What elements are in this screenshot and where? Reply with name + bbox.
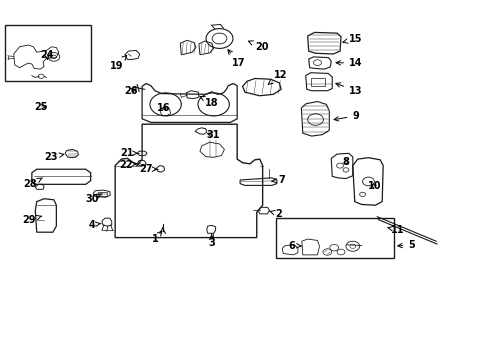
Text: 31: 31 bbox=[206, 130, 220, 140]
Bar bbox=[98, 192, 107, 196]
Text: 4: 4 bbox=[89, 220, 101, 230]
Text: 24: 24 bbox=[40, 50, 54, 60]
Text: 19: 19 bbox=[110, 55, 127, 71]
Text: 5: 5 bbox=[398, 240, 415, 250]
Text: 11: 11 bbox=[388, 225, 405, 235]
Text: 20: 20 bbox=[248, 41, 269, 52]
Text: 8: 8 bbox=[343, 157, 349, 167]
Text: 29: 29 bbox=[23, 215, 42, 225]
Bar bbox=[5, 25, 91, 81]
Text: 21: 21 bbox=[121, 148, 137, 158]
Text: 9: 9 bbox=[334, 111, 359, 121]
Text: 18: 18 bbox=[199, 96, 219, 108]
Text: 14: 14 bbox=[336, 58, 363, 68]
Text: 23: 23 bbox=[44, 152, 64, 162]
Text: 2: 2 bbox=[270, 209, 282, 219]
Bar bbox=[311, 78, 325, 86]
Text: 30: 30 bbox=[85, 194, 101, 204]
Text: 3: 3 bbox=[208, 235, 215, 248]
Text: 13: 13 bbox=[336, 83, 363, 96]
Text: 17: 17 bbox=[228, 50, 246, 68]
Text: 10: 10 bbox=[368, 181, 381, 192]
Text: 22: 22 bbox=[120, 159, 136, 170]
Text: 15: 15 bbox=[343, 34, 363, 44]
Text: 26: 26 bbox=[124, 86, 138, 96]
Text: 16: 16 bbox=[157, 103, 171, 113]
Bar bbox=[276, 218, 394, 258]
Text: 28: 28 bbox=[24, 178, 43, 189]
Text: 7: 7 bbox=[272, 175, 285, 185]
Text: 12: 12 bbox=[268, 70, 287, 84]
Text: 27: 27 bbox=[139, 164, 157, 174]
Text: 25: 25 bbox=[34, 102, 48, 112]
Text: 1: 1 bbox=[151, 231, 162, 244]
Text: 6: 6 bbox=[289, 240, 301, 251]
